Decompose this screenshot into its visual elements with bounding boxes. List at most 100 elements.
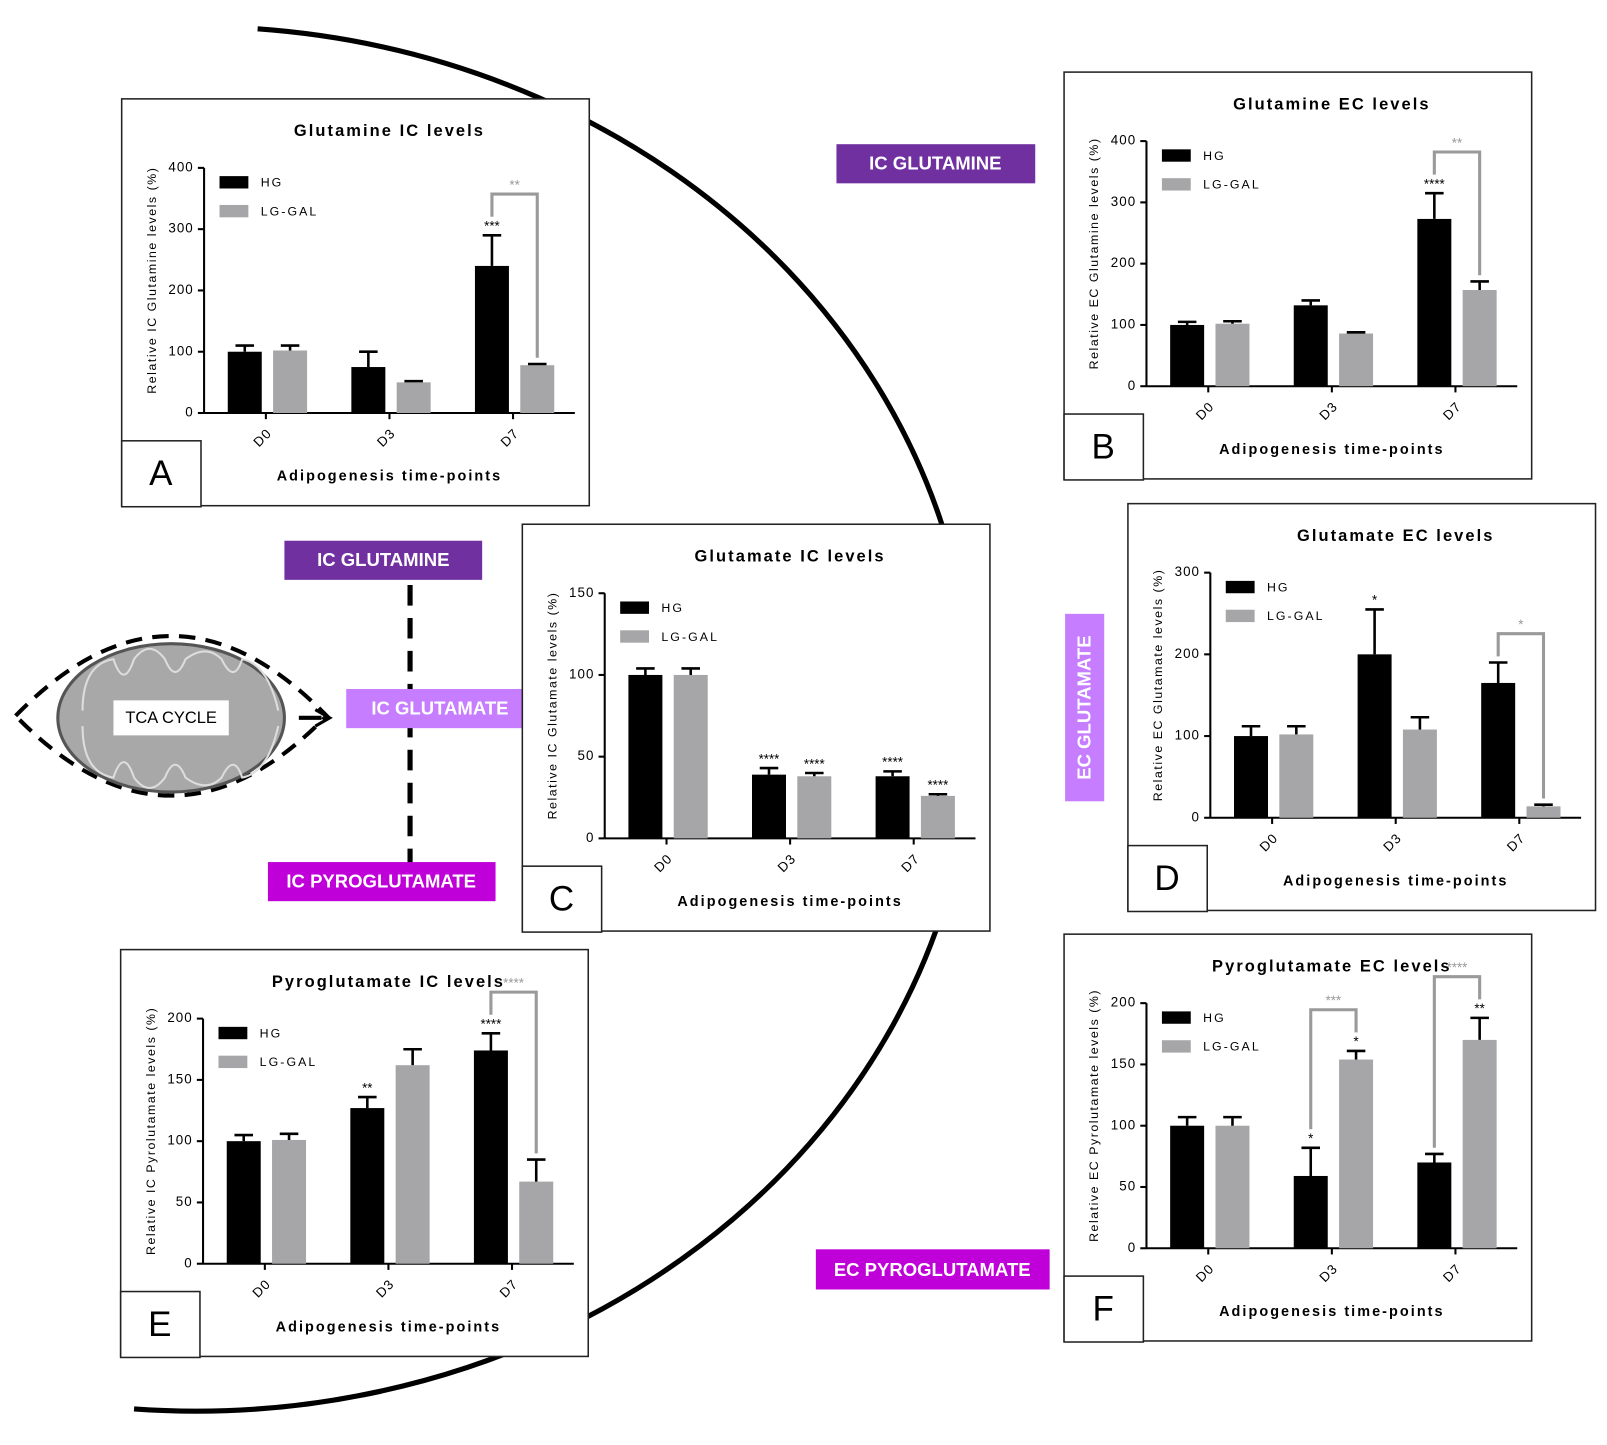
error-bar xyxy=(636,667,655,675)
panel-letter: B xyxy=(1092,427,1115,466)
y-tick-label: 100 xyxy=(1111,1117,1136,1132)
error-bar xyxy=(235,344,255,352)
bar xyxy=(1279,734,1314,818)
panel-frame xyxy=(120,98,591,507)
y-tick-label: 150 xyxy=(167,1071,192,1086)
error-bar xyxy=(279,1132,299,1140)
legend-label: LG-GAL xyxy=(261,204,319,218)
y-tick-label: 200 xyxy=(167,1010,192,1025)
bar xyxy=(395,1065,430,1264)
error-bar xyxy=(1470,1016,1489,1040)
tca-label: TCA CYCLE xyxy=(125,709,217,727)
legend-swatch xyxy=(1225,609,1255,623)
panel-letter-box xyxy=(1063,413,1145,481)
bar xyxy=(1170,324,1205,387)
significance: **** xyxy=(927,778,948,793)
legend-label: LG-GAL xyxy=(661,630,719,644)
y-axis-label: Relative IC Glutamate levels (%) xyxy=(545,592,559,820)
x-axis-label: Adipogenesis time-points xyxy=(677,894,903,910)
y-axis-label: Relative EC Glutamate levels (%) xyxy=(1151,569,1165,802)
y-tick-label: 200 xyxy=(1175,646,1200,661)
y-tick-label: 100 xyxy=(1111,316,1136,331)
tag: EC GLUTAMATE xyxy=(1074,635,1095,779)
bar xyxy=(1462,1039,1497,1249)
bar xyxy=(1293,1175,1328,1249)
y-tick-label: 0 xyxy=(586,830,594,845)
legend-swatch xyxy=(1161,1011,1191,1024)
legend-swatch xyxy=(620,601,650,614)
bar xyxy=(752,774,786,839)
tag: EC PYROGLUTAMATE xyxy=(834,1259,1031,1280)
panel-letter: E xyxy=(148,1305,171,1344)
bar xyxy=(1526,806,1561,818)
legend-label: LG-GAL xyxy=(1203,1040,1261,1054)
legend-swatch xyxy=(218,1026,248,1040)
legend-swatch xyxy=(620,630,650,643)
panel-letter: D xyxy=(1154,859,1179,898)
panel-frame xyxy=(1063,933,1533,1342)
x-axis-label: Adipogenesis time-points xyxy=(1283,873,1509,889)
y-tick-label: 400 xyxy=(1111,133,1136,148)
panel-frame xyxy=(521,523,991,932)
error-bar xyxy=(359,350,378,368)
y-tick-label: 0 xyxy=(184,1255,192,1270)
legend-label: HG xyxy=(661,601,684,615)
legend-label: HG xyxy=(261,176,284,190)
panel-letter-box xyxy=(521,865,603,933)
bar xyxy=(1357,654,1392,818)
significance: ** xyxy=(1474,1001,1484,1016)
error-bar xyxy=(759,766,779,775)
error-bar xyxy=(883,770,902,777)
significance: * xyxy=(1353,1034,1358,1049)
bracket xyxy=(490,192,539,358)
y-tick-label: 50 xyxy=(1119,1179,1136,1194)
y-tick-label: 300 xyxy=(1111,194,1136,209)
y-tick-label: 100 xyxy=(569,666,594,681)
y-tick-label: 200 xyxy=(168,282,193,297)
error-bar xyxy=(280,344,300,351)
legend-label: HG xyxy=(1203,149,1226,163)
error-bar xyxy=(1241,724,1261,737)
bracket-label: ** xyxy=(1452,135,1462,150)
y-tick-label: 400 xyxy=(168,159,193,174)
legend-swatch xyxy=(218,1055,248,1069)
x-axis-label: Adipogenesis time-points xyxy=(277,469,503,485)
bracket xyxy=(489,990,538,1154)
y-tick-label: 100 xyxy=(1175,728,1200,743)
error-bar xyxy=(358,1095,377,1109)
tag: IC GLUTAMINE xyxy=(317,549,449,570)
tca-box xyxy=(113,700,229,736)
error-bar xyxy=(1534,803,1553,807)
significance: *** xyxy=(484,219,500,234)
error-bar xyxy=(928,792,948,796)
y-axis-label: Relative IC Glutamine levels (%) xyxy=(145,167,159,394)
chart-title: Glutamate EC levels xyxy=(1297,527,1495,545)
bar xyxy=(1293,305,1328,387)
error-bar xyxy=(1346,331,1366,334)
error-bar xyxy=(234,1133,253,1142)
tag: IC GLUTAMINE xyxy=(869,153,1001,174)
error-bar xyxy=(681,667,700,675)
y-tick-label: 0 xyxy=(1128,378,1136,393)
error-bar xyxy=(805,771,824,777)
significance: * xyxy=(1308,1131,1313,1146)
y-tick-label: 100 xyxy=(167,1133,192,1148)
error-bar xyxy=(1425,191,1444,219)
error-bar xyxy=(1287,724,1306,735)
error-bar xyxy=(527,362,547,366)
tag-box xyxy=(267,862,496,902)
error-bar xyxy=(1177,320,1197,325)
y-tick-label: 200 xyxy=(1111,255,1136,270)
panel-letter-box xyxy=(119,1290,201,1359)
significance: **** xyxy=(1424,176,1445,191)
bar xyxy=(1215,1125,1250,1249)
y-axis-label: Relative IC Pyrolutamate levels (%) xyxy=(144,1007,158,1255)
bar xyxy=(628,674,663,839)
y-tick-label: 150 xyxy=(569,585,594,600)
bracket xyxy=(1309,1008,1358,1130)
y-axis-label: Relative EC Glutamine levels (%) xyxy=(1087,137,1101,369)
significance: **** xyxy=(804,756,825,771)
bar xyxy=(520,365,555,414)
legend-label: LG-GAL xyxy=(1267,609,1325,623)
chart-title: Pyroglutamate IC levels xyxy=(272,973,505,991)
